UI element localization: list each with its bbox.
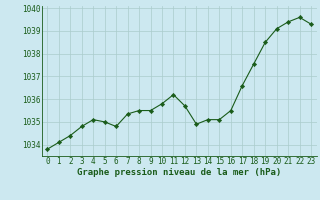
X-axis label: Graphe pression niveau de la mer (hPa): Graphe pression niveau de la mer (hPa)	[77, 168, 281, 177]
